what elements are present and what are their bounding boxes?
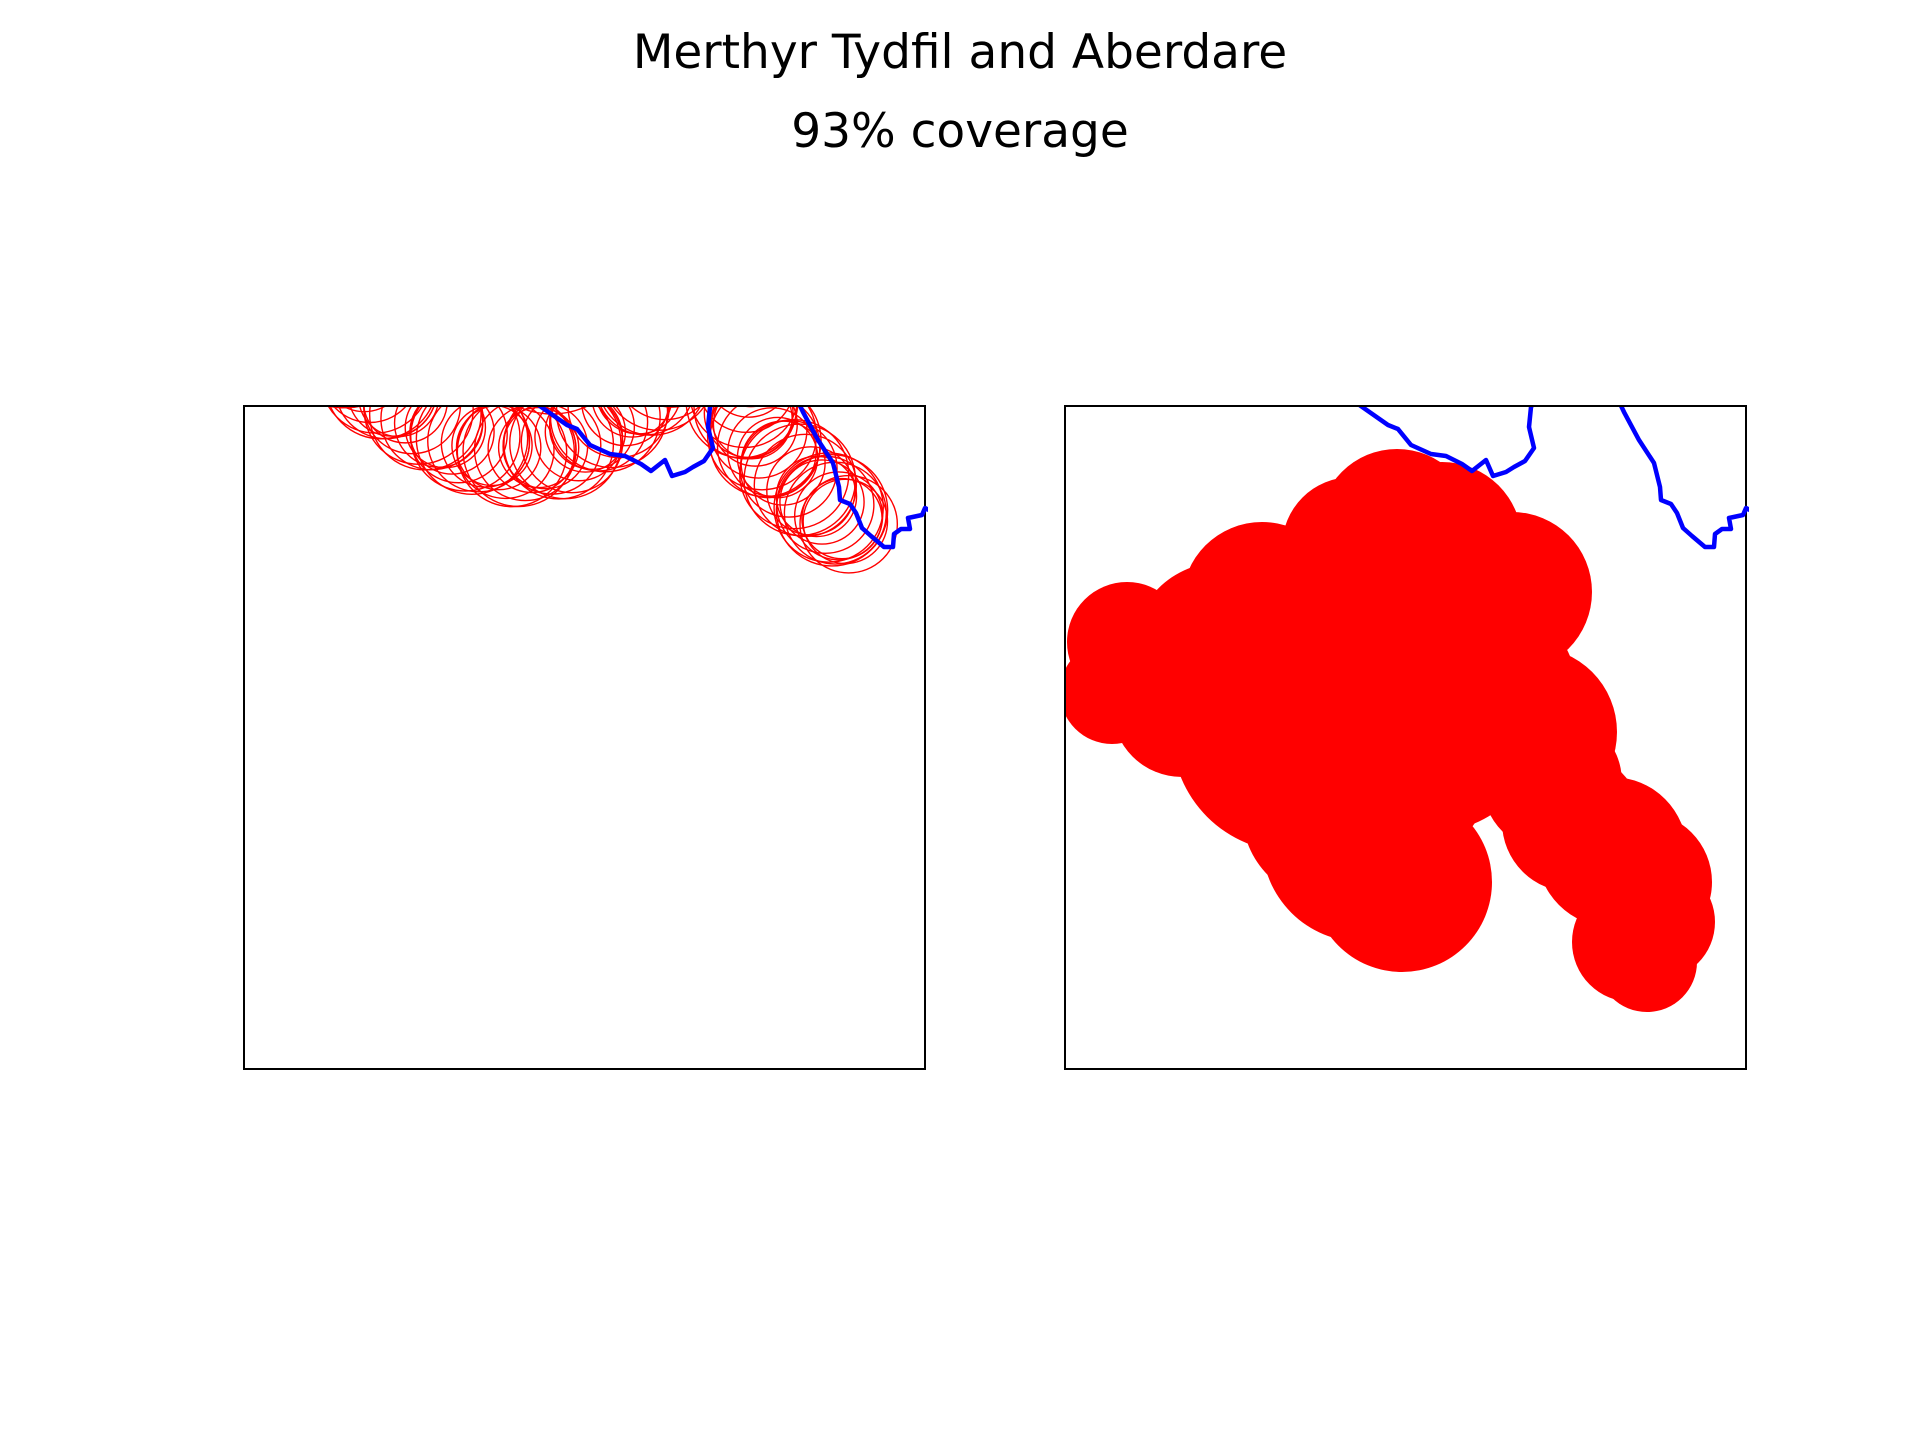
coverage-circle: [779, 459, 865, 545]
coverage-circle: [799, 474, 899, 574]
coverage-circle: [802, 478, 889, 565]
coverage-circle: [502, 407, 602, 495]
coverage-circle: [753, 433, 858, 538]
circle-outlines-map: [328, 407, 928, 574]
coverage-circle: [592, 407, 672, 438]
coverage-circle: [775, 453, 889, 567]
coverage-disc: [1242, 722, 1422, 902]
coverage-subtitle: 93% coverage: [791, 104, 1129, 159]
coverage-circle: [362, 407, 462, 455]
figure-title: Merthyr Tydfil and Aberdare: [632, 25, 1288, 80]
coverage-circle: [363, 407, 448, 444]
coverage-circle: [462, 407, 575, 508]
coverage-circles: [328, 407, 899, 574]
coverage-circle: [581, 407, 670, 447]
circle-outlines-panel: [243, 405, 928, 1070]
coverage-circle: [727, 407, 817, 497]
coverage-circle: [801, 477, 883, 560]
coverage-union: [1066, 449, 1715, 1012]
filled-coverage-panel: [1064, 405, 1749, 1070]
constituency-boundary: [537, 407, 928, 550]
coverage-circle: [720, 407, 778, 418]
coverage-circle: [534, 407, 624, 482]
coverage-circle: [612, 407, 705, 431]
coverage-circle: [603, 407, 701, 436]
coverage-circle: [739, 419, 850, 530]
coverage-circle: [567, 407, 670, 459]
coverage-circle: [766, 446, 856, 536]
filled-coverage-map: [1066, 407, 1749, 1012]
coverage-disc: [1572, 882, 1692, 1002]
coverage-circle: [773, 452, 884, 563]
coverage-circle: [415, 407, 529, 496]
coverage-circle: [404, 407, 487, 469]
coverage-circle: [410, 407, 521, 492]
coverage-circle: [630, 407, 700, 421]
coverage-circle: [455, 407, 555, 500]
coverage-circle: [451, 407, 533, 487]
coverage-circle: [509, 407, 622, 500]
coverage-circle: [359, 407, 439, 438]
coverage-circle: [549, 407, 661, 473]
constituency-boundary: [1358, 407, 1749, 550]
